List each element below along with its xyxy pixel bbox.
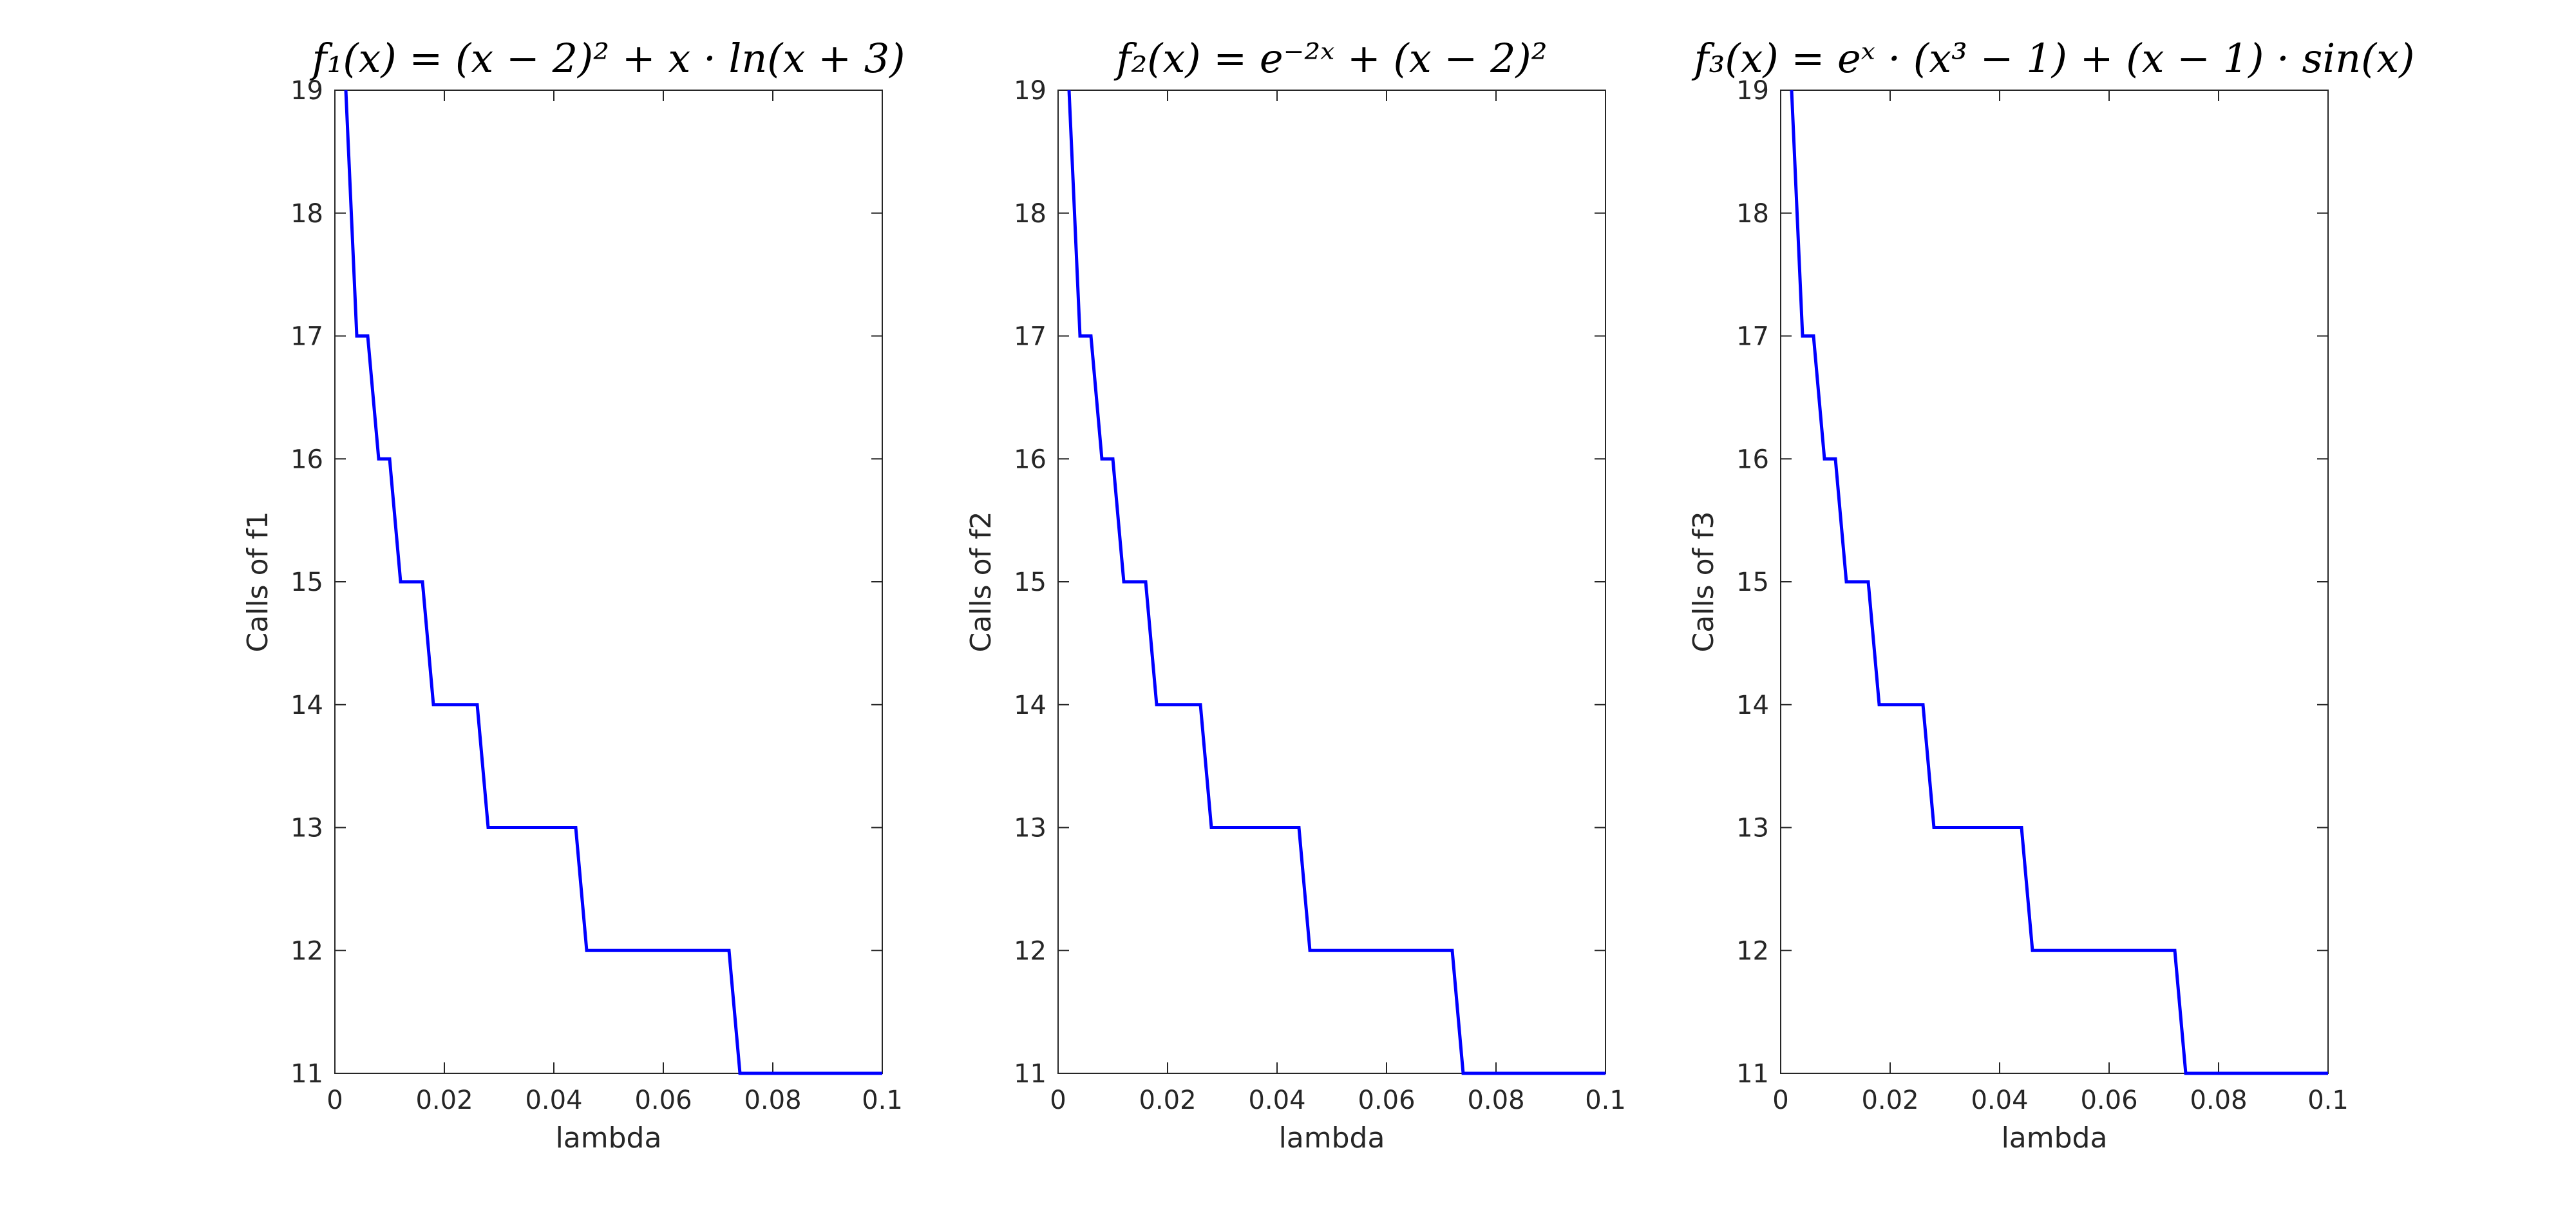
y-tick-label: 19 — [1736, 76, 1769, 106]
y-tick-label: 18 — [1736, 199, 1769, 229]
subplot-title: f₁(x) = (x − 2)² + x · ln(x + 3) — [310, 35, 905, 82]
x-tick-label: 0 — [1050, 1086, 1066, 1115]
y-tick-label: 16 — [1736, 445, 1769, 474]
y-tick-label: 12 — [1736, 936, 1769, 966]
x-tick-label: 0.02 — [1139, 1086, 1196, 1115]
y-tick-label: 18 — [290, 199, 323, 229]
y-tick-label: 12 — [290, 936, 323, 966]
y-tick-label: 17 — [1014, 322, 1046, 352]
y-tick-label: 11 — [290, 1059, 323, 1089]
axes-box — [334, 90, 883, 1074]
x-tick-label: 0 — [327, 1086, 343, 1115]
x-tick-label: 0.04 — [1248, 1086, 1305, 1115]
subplot-2: 0 0.02 0.04 0.06 0.08 0.1 11 12 13 14 15 16 17 18 19 la… — [965, 35, 1626, 1155]
y-tick-label: 11 — [1736, 1059, 1769, 1089]
x-axis-label: lambda — [556, 1122, 662, 1155]
x-tick-label: 0.08 — [1467, 1086, 1524, 1115]
subplot-title: f₃(x) = eˣ · (x³ − 1) + (x − 1) · sin(x) — [1692, 35, 2415, 82]
x-tick-label: 0.1 — [1585, 1086, 1626, 1115]
y-tick-label: 19 — [1014, 76, 1046, 106]
y-axis-label: Calls of f1 — [242, 512, 274, 653]
y-tick-label: 15 — [290, 568, 323, 597]
axes-box — [1780, 90, 2329, 1074]
x-tick-label: 0.04 — [525, 1086, 582, 1115]
y-tick-label: 13 — [290, 814, 323, 843]
x-tick-label: 0.1 — [862, 1086, 903, 1115]
x-tick-label: 0.02 — [415, 1086, 473, 1115]
y-tick-label: 14 — [1736, 691, 1769, 720]
y-tick-label: 11 — [1014, 1059, 1046, 1089]
y-tick-label: 13 — [1736, 814, 1769, 843]
x-tick-label: 0 — [1772, 1086, 1788, 1115]
x-tick-label: 0.06 — [1358, 1086, 1415, 1115]
subplot-1: 0 0.02 0.04 0.06 0.08 0.1 11 12 13 14 15 16 17 18 19 la… — [242, 35, 905, 1155]
y-tick-label: 14 — [290, 691, 323, 720]
x-axis-label: lambda — [1279, 1122, 1385, 1155]
series-line — [1067, 90, 1605, 1075]
subplot-title: f₂(x) = e⁻²ˣ + (x − 2)² — [1113, 35, 1547, 82]
y-tick-label: 19 — [290, 76, 323, 106]
x-tick-label: 0.04 — [1971, 1086, 2028, 1115]
y-tick-label: 13 — [1014, 814, 1046, 843]
x-tick-label: 0.1 — [2307, 1086, 2349, 1115]
x-tick-label: 0.02 — [1861, 1086, 1918, 1115]
y-tick-label: 17 — [1736, 322, 1769, 352]
y-axis-label: Calls of f3 — [1687, 512, 1720, 653]
axes-box — [1057, 90, 1606, 1074]
y-tick-label: 12 — [1014, 936, 1046, 966]
y-tick-label: 16 — [1014, 445, 1046, 474]
x-axis-label: lambda — [2002, 1122, 2108, 1155]
x-tick-label: 0.08 — [744, 1086, 801, 1115]
y-tick-label: 15 — [1014, 568, 1046, 597]
y-tick-label: 15 — [1736, 568, 1769, 597]
subplot-3: 0 0.02 0.04 0.06 0.08 0.1 11 12 13 14 15 16 17 18 19 la… — [1687, 35, 2414, 1155]
x-tick-label: 0.08 — [2190, 1086, 2247, 1115]
y-axis-label: Calls of f2 — [965, 512, 998, 653]
x-tick-label: 0.06 — [2080, 1086, 2137, 1115]
y-tick-label: 14 — [1014, 691, 1046, 720]
series-line — [344, 90, 882, 1075]
y-tick-label: 17 — [290, 322, 323, 352]
series-line — [1790, 90, 2328, 1075]
x-tick-label: 0.06 — [634, 1086, 692, 1115]
y-tick-label: 18 — [1014, 199, 1046, 229]
y-tick-label: 16 — [290, 445, 323, 474]
